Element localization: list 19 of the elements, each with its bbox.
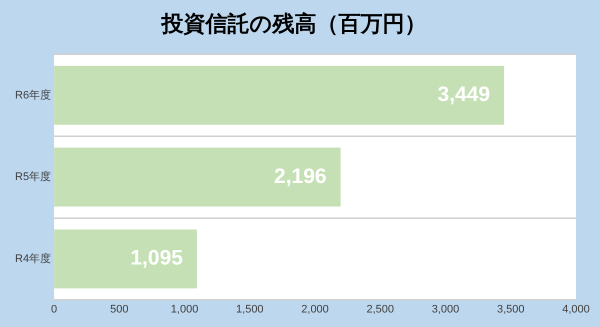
x-tick-label: 1,000 <box>170 303 198 316</box>
chart-title: 投資信託の残高（百万円） <box>160 10 426 37</box>
x-tick-label: 4,000 <box>562 303 590 316</box>
y-tick-label: R6年度 <box>15 88 52 102</box>
x-tick-label: 2,500 <box>366 303 394 316</box>
x-tick-label: 3,500 <box>496 303 525 316</box>
bar <box>54 66 504 125</box>
x-tick-label: 2,000 <box>301 303 329 316</box>
x-tick-label: 0 <box>51 303 58 316</box>
bar <box>54 229 197 288</box>
data-label: 1,095 <box>130 246 184 270</box>
y-tick-label: R5年度 <box>15 170 52 184</box>
x-tick-label: 500 <box>110 303 128 316</box>
data-label: 2,196 <box>274 164 327 188</box>
bar <box>54 148 341 207</box>
y-tick-label: R4年度 <box>15 252 52 265</box>
data-label: 3,449 <box>438 83 490 106</box>
x-tick-label: 1,500 <box>236 303 264 316</box>
x-tick-label: 3,000 <box>432 303 460 316</box>
